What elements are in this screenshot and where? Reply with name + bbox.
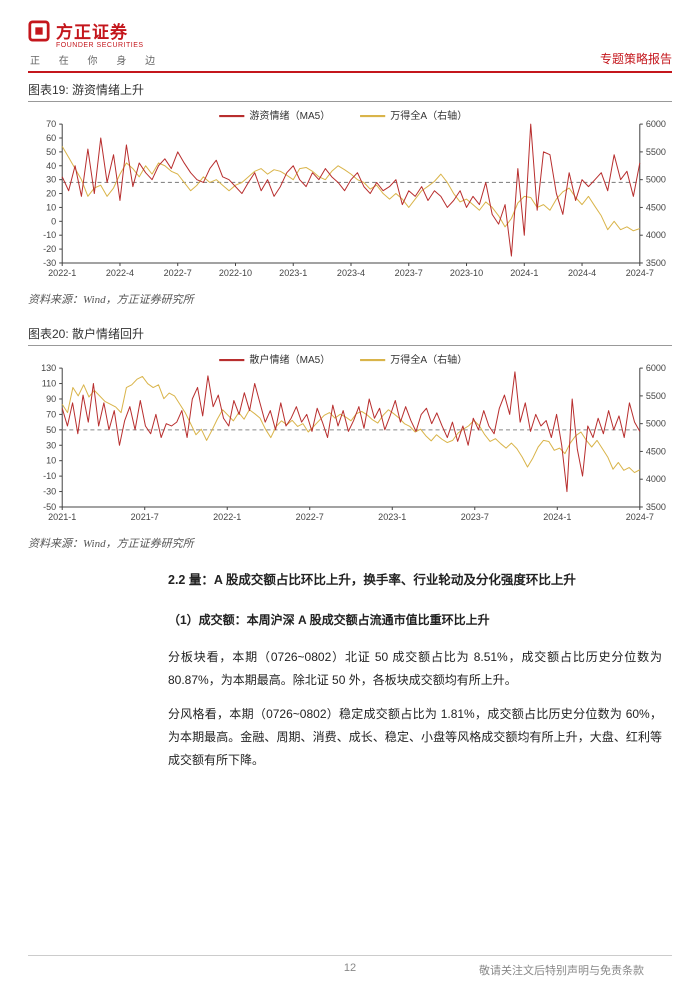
tagline: 正 在 你 身 边 — [30, 52, 163, 67]
paragraph-1: 分板块看，本期（0726~0802）北证 50 成交额占比为 8.51%，成交额… — [168, 646, 662, 692]
logo-block: 方正证券 FOUNDER SECURITIES 正 在 你 身 边 — [28, 18, 163, 67]
svg-text:2023-1: 2023-1 — [279, 268, 307, 278]
svg-text:2021-1: 2021-1 — [48, 512, 76, 522]
svg-text:6000: 6000 — [646, 119, 666, 129]
svg-text:130: 130 — [41, 363, 56, 373]
svg-text:5000: 5000 — [646, 419, 666, 429]
svg-text:5500: 5500 — [646, 391, 666, 401]
svg-text:90: 90 — [46, 394, 56, 404]
svg-text:50: 50 — [46, 147, 56, 157]
svg-text:2023-7: 2023-7 — [395, 268, 423, 278]
svg-text:2023-10: 2023-10 — [450, 268, 483, 278]
svg-text:6000: 6000 — [646, 363, 666, 373]
chart19: -30 -20 -10 0 10 20 30 40 50 60 70 3500 4000 4500 5000… — [28, 106, 672, 287]
svg-text:2023-7: 2023-7 — [461, 512, 489, 522]
svg-text:2024-1: 2024-1 — [543, 512, 571, 522]
svg-text:-30: -30 — [43, 487, 56, 497]
svg-text:3500: 3500 — [646, 502, 666, 512]
svg-text:4000: 4000 — [646, 230, 666, 240]
page-footer: 12 敬请关注文后特别声明与免责条款 — [28, 955, 672, 978]
svg-text:2024-7: 2024-7 — [626, 512, 654, 522]
svg-text:2024-1: 2024-1 — [510, 268, 538, 278]
svg-text:2022-4: 2022-4 — [106, 268, 134, 278]
svg-text:4500: 4500 — [646, 202, 666, 212]
svg-text:5000: 5000 — [646, 175, 666, 185]
svg-text:30: 30 — [46, 440, 56, 450]
body-text: 2.2 量：A 股成交额占比环比上升，换手率、行业轮动及分化强度环比上升 （1）… — [28, 569, 672, 772]
svg-text:10: 10 — [46, 202, 56, 212]
svg-text:2022-10: 2022-10 — [219, 268, 252, 278]
logo-text-en: FOUNDER SECURITIES — [56, 42, 163, 49]
svg-text:0: 0 — [51, 216, 56, 226]
svg-text:万得全A（右轴）: 万得全A（右轴） — [390, 353, 467, 366]
chart19-title: 图表19: 游资情绪上升 — [28, 81, 672, 102]
chart20-svg: -50 -30 -10 10 30 50 70 90 110 130 3500 4000 4500 500… — [28, 350, 672, 531]
svg-text:5500: 5500 — [646, 147, 666, 157]
subsection-heading: （1）成交额：本周沪深 A 股成交额占流通市值比重环比上升 — [168, 609, 662, 632]
svg-text:4500: 4500 — [646, 447, 666, 457]
page-number: 12 — [344, 962, 356, 974]
svg-text:-30: -30 — [43, 258, 56, 268]
svg-text:3500: 3500 — [646, 258, 666, 268]
svg-text:2023-4: 2023-4 — [337, 268, 365, 278]
chart19-source: 资料来源：Wind，方正证券研究所 — [28, 291, 672, 307]
svg-text:-50: -50 — [43, 502, 56, 512]
svg-text:110: 110 — [42, 379, 56, 389]
chart20-title: 图表20: 散户情绪回升 — [28, 325, 672, 346]
paragraph-2: 分风格看，本期（0726~0802）稳定成交额占比为 1.81%，成交额占比历史… — [168, 703, 662, 771]
svg-text:70: 70 — [46, 119, 56, 129]
svg-text:万得全A（右轴）: 万得全A（右轴） — [390, 109, 467, 122]
chart20-source: 资料来源：Wind，方正证券研究所 — [28, 535, 672, 551]
svg-text:游资情绪（MA5）: 游资情绪（MA5） — [249, 109, 330, 122]
footer-note: 敬请关注文后特别声明与免责条款 — [479, 962, 644, 978]
svg-text:-20: -20 — [43, 244, 56, 254]
svg-text:70: 70 — [46, 410, 56, 420]
section-heading: 2.2 量：A 股成交额占比环比上升，换手率、行业轮动及分化强度环比上升 — [168, 569, 662, 593]
svg-text:50: 50 — [46, 425, 56, 435]
svg-text:-10: -10 — [43, 230, 56, 240]
report-type: 专题策略报告 — [600, 50, 672, 67]
chart19-svg: -30 -20 -10 0 10 20 30 40 50 60 70 3500 4000 4500 5000… — [28, 106, 672, 287]
svg-text:2022-1: 2022-1 — [213, 512, 241, 522]
svg-text:2024-4: 2024-4 — [568, 268, 596, 278]
svg-text:散户情绪（MA5）: 散户情绪（MA5） — [249, 353, 330, 366]
svg-text:2022-1: 2022-1 — [48, 268, 76, 278]
page-header: 方正证券 FOUNDER SECURITIES 正 在 你 身 边 专题策略报告 — [28, 18, 672, 73]
svg-text:4000: 4000 — [646, 474, 666, 484]
svg-text:2022-7: 2022-7 — [296, 512, 324, 522]
logo-text-cn: 方正证券 — [56, 18, 128, 43]
svg-text:10: 10 — [46, 456, 56, 466]
svg-text:-10: -10 — [43, 471, 56, 481]
svg-text:30: 30 — [46, 175, 56, 185]
svg-text:40: 40 — [46, 161, 56, 171]
svg-text:60: 60 — [46, 133, 56, 143]
svg-text:2024-7: 2024-7 — [626, 268, 654, 278]
svg-text:2021-7: 2021-7 — [131, 512, 159, 522]
svg-text:2023-1: 2023-1 — [378, 512, 406, 522]
svg-text:20: 20 — [46, 189, 56, 199]
svg-text:2022-7: 2022-7 — [164, 268, 192, 278]
logo-icon — [28, 20, 50, 42]
chart20: -50 -30 -10 10 30 50 70 90 110 130 3500 4000 4500 500… — [28, 350, 672, 531]
